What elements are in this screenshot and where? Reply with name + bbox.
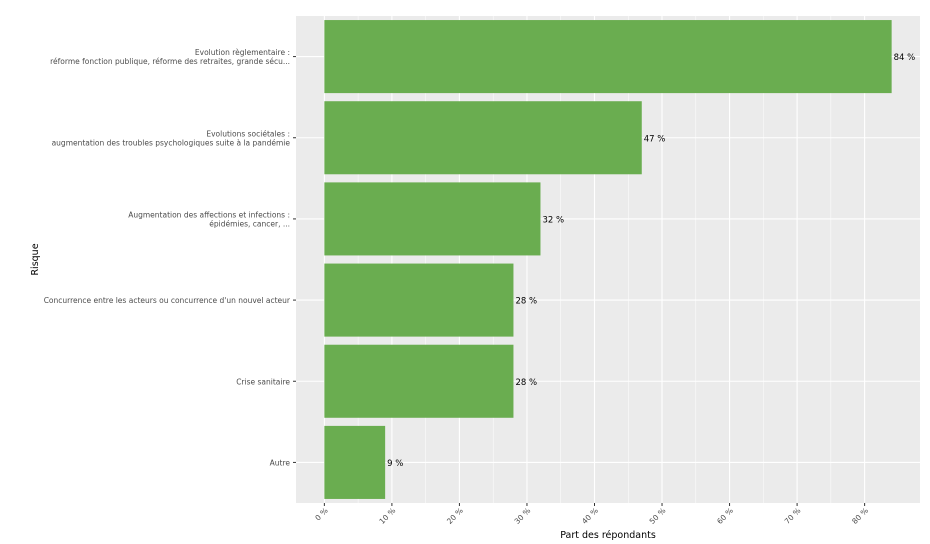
bar [324,263,514,337]
data-label: 28 % [515,297,537,307]
y-tick-label: Evolutions sociétales : [206,129,290,138]
bar [324,101,642,175]
plot-panel [296,16,920,503]
bar [324,425,386,499]
x-tick-label: 10 % [377,506,397,526]
y-axis-title: Risque [30,243,41,275]
y-tick-label: Concurrence entre les acteurs ou concurr… [44,296,291,305]
data-label: 28 % [515,378,537,388]
bar [324,344,514,418]
y-tick-label: réforme fonction publique, réforme des r… [50,57,290,66]
x-tick-label: 80 % [850,506,870,526]
x-tick-label: 20 % [445,506,465,526]
data-label: 32 % [542,215,564,225]
x-tick-label: 60 % [715,506,735,526]
y-tick-label: Evolution règlementaire : [195,48,290,57]
y-tick-label: épidémies, cancer, ... [209,219,290,228]
y-tick-label: augmentation des troubles psychologiques… [52,138,291,147]
bar [324,20,892,94]
data-label: 9 % [387,459,403,469]
x-axis-title: Part des répondants [560,530,656,541]
data-label: 84 % [894,53,916,63]
x-tick-label: 70 % [783,506,803,526]
x-tick-label: 0 % [313,506,329,522]
bar [324,182,541,256]
x-tick-label: 30 % [513,506,533,526]
x-tick-label: 50 % [648,506,668,526]
y-tick-label: Autre [270,458,291,467]
y-tick-label: Augmentation des affections et infection… [128,210,290,219]
y-tick-label: Crise sanitaire [236,377,290,386]
x-tick-label: 40 % [580,506,600,526]
data-label: 47 % [644,134,666,144]
